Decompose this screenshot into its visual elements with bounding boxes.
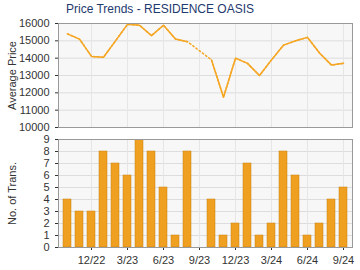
- svg-text:4: 4: [43, 193, 49, 205]
- svg-text:6/23: 6/23: [153, 254, 174, 266]
- svg-text:Average Price: Average Price: [6, 41, 18, 110]
- svg-text:12000: 12000: [19, 86, 50, 98]
- svg-text:7: 7: [43, 157, 49, 169]
- svg-text:8: 8: [43, 145, 49, 157]
- svg-text:13000: 13000: [19, 69, 50, 81]
- svg-text:3: 3: [43, 205, 49, 217]
- svg-text:3/23: 3/23: [117, 254, 138, 266]
- svg-text:12/22: 12/22: [78, 254, 106, 266]
- svg-text:0: 0: [43, 241, 49, 253]
- svg-text:9/23: 9/23: [189, 254, 210, 266]
- svg-text:9: 9: [43, 135, 49, 145]
- html-text:Price Trends - RESIDENCE OASIS: Price Trends - RESIDENCE OASIS: [66, 2, 255, 16]
- svg-text:3/24: 3/24: [261, 254, 282, 266]
- svg-text:6/24: 6/24: [297, 254, 318, 266]
- svg-text:14000: 14000: [19, 52, 50, 64]
- svg-text:15000: 15000: [19, 34, 50, 46]
- svg-text:No. of Trans.: No. of Trans.: [6, 162, 18, 225]
- svg-text:11000: 11000: [20, 104, 50, 116]
- svg-text:1: 1: [43, 229, 49, 241]
- svg-text:2: 2: [43, 217, 49, 229]
- svg-text:6: 6: [43, 169, 49, 181]
- svg-text:9/24: 9/24: [333, 254, 354, 266]
- svg-text:16000: 16000: [19, 17, 50, 29]
- svg-text:10000: 10000: [19, 121, 50, 133]
- svg-text:12/23: 12/23: [222, 254, 250, 266]
- svg-text:5: 5: [43, 181, 49, 193]
